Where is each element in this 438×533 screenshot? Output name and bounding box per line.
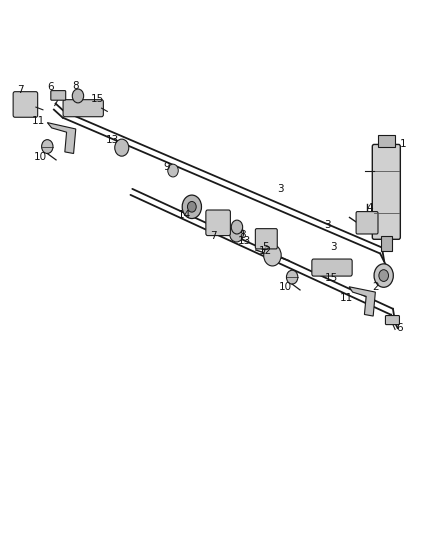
Circle shape — [230, 225, 244, 242]
Text: 1: 1 — [399, 139, 406, 149]
Text: 15: 15 — [91, 94, 104, 103]
Text: 3: 3 — [324, 221, 331, 230]
Text: 9: 9 — [163, 162, 170, 172]
Bar — [378, 135, 395, 147]
Text: 15: 15 — [325, 273, 338, 283]
Circle shape — [168, 164, 178, 177]
FancyBboxPatch shape — [312, 259, 352, 276]
Text: 3: 3 — [277, 184, 284, 194]
FancyBboxPatch shape — [13, 92, 38, 117]
Text: 4: 4 — [367, 203, 374, 213]
Text: 11: 11 — [32, 116, 45, 126]
Text: 7: 7 — [210, 231, 217, 241]
Text: 14: 14 — [178, 210, 191, 220]
FancyBboxPatch shape — [385, 316, 399, 325]
Circle shape — [187, 201, 196, 212]
Text: 2: 2 — [372, 282, 379, 292]
Polygon shape — [349, 287, 375, 316]
Text: 11: 11 — [340, 294, 353, 303]
Circle shape — [264, 245, 281, 266]
FancyBboxPatch shape — [206, 210, 230, 236]
Text: 10: 10 — [279, 282, 292, 292]
FancyBboxPatch shape — [63, 100, 103, 117]
Circle shape — [231, 220, 243, 234]
Text: 12: 12 — [259, 246, 272, 255]
Text: 7: 7 — [17, 85, 24, 94]
Text: 13: 13 — [106, 135, 119, 145]
Circle shape — [286, 270, 298, 284]
Polygon shape — [47, 123, 76, 154]
FancyBboxPatch shape — [372, 144, 400, 239]
Text: 8: 8 — [239, 230, 246, 240]
Bar — [381, 236, 392, 251]
Circle shape — [115, 139, 129, 156]
Text: 6: 6 — [47, 83, 54, 92]
Circle shape — [374, 264, 393, 287]
Circle shape — [182, 195, 201, 219]
FancyBboxPatch shape — [51, 91, 66, 100]
Text: 5: 5 — [262, 242, 269, 252]
Text: 8: 8 — [72, 82, 79, 91]
Text: 3: 3 — [330, 242, 337, 252]
Circle shape — [379, 270, 389, 281]
Circle shape — [42, 140, 53, 154]
Text: 10: 10 — [34, 152, 47, 161]
Circle shape — [72, 89, 84, 103]
Text: 6: 6 — [396, 324, 403, 333]
FancyBboxPatch shape — [255, 229, 277, 249]
FancyBboxPatch shape — [356, 212, 378, 234]
Text: 13: 13 — [237, 236, 251, 246]
